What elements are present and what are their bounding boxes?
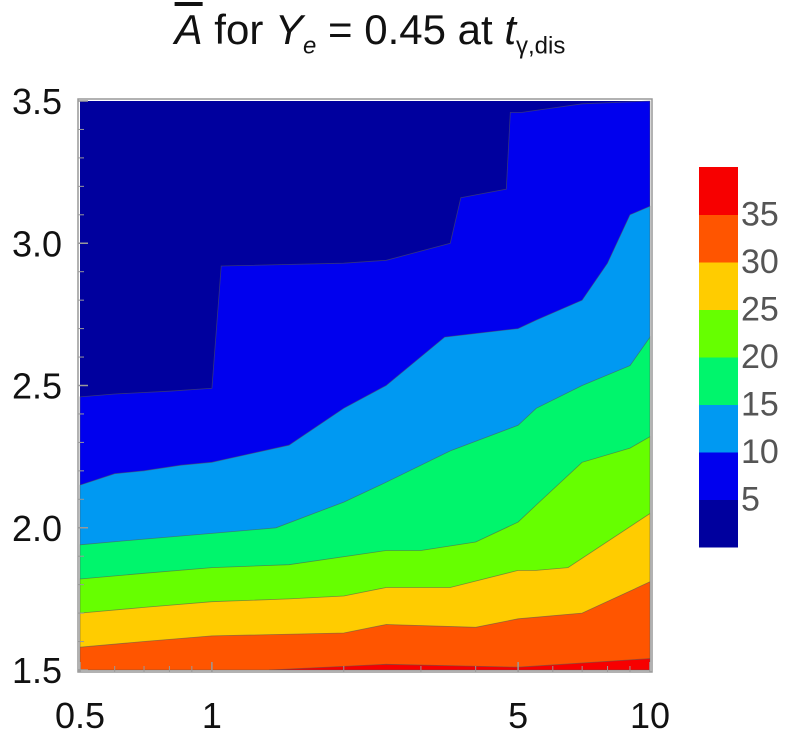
legend-label: 20 [741, 338, 779, 376]
legend-swatch [699, 357, 738, 405]
title-ye-sub: e [303, 32, 317, 60]
y-tick-label: 3.0 [12, 223, 62, 264]
y-tick-label: 1.5 [12, 650, 62, 691]
legend-swatch [699, 167, 738, 215]
x-tick-label: 10 [630, 695, 670, 736]
color-legend: 35 30 25 20 15 10 5 [699, 167, 779, 548]
legend-label: 15 [741, 386, 779, 424]
legend-label: 5 [741, 481, 760, 519]
x-tick-label: 1 [202, 695, 222, 736]
legend-swatch [699, 309, 738, 358]
title-t-var: t [504, 6, 517, 53]
title-t-sub: γ,dis [516, 32, 566, 60]
contour-band-ge-35 [268, 658, 651, 671]
chart-title: A for Ye = 0.45 at tγ,dis [80, 6, 660, 60]
legend-swatch [699, 452, 738, 500]
y-tick-label: 2.5 [12, 366, 62, 407]
title-eq: = 0.45 at [316, 6, 505, 53]
contour-fills [79, 100, 651, 671]
legend-label: 30 [741, 243, 779, 281]
y-tick-label: 2.0 [12, 508, 62, 549]
title-abar: A [174, 6, 203, 53]
legend-swatch [699, 214, 738, 263]
x-tick-label: 5 [508, 695, 528, 736]
x-axis-ticks: 0.5 1 5 10 [55, 662, 670, 736]
legend-label: 25 [741, 291, 779, 329]
legend-swatch [699, 404, 738, 453]
legend-swatch [699, 499, 738, 548]
legend-label: 10 [741, 433, 779, 471]
legend-swatch [699, 262, 738, 310]
title-for: for [202, 6, 275, 53]
y-axis-ticks: 1.5 2.0 2.5 3.0 3.5 [12, 81, 88, 691]
legend-label: 35 [741, 196, 779, 234]
x-tick-label: 0.5 [55, 695, 105, 736]
title-ye-var: Y [274, 6, 303, 53]
y-tick-label: 3.5 [12, 81, 62, 122]
